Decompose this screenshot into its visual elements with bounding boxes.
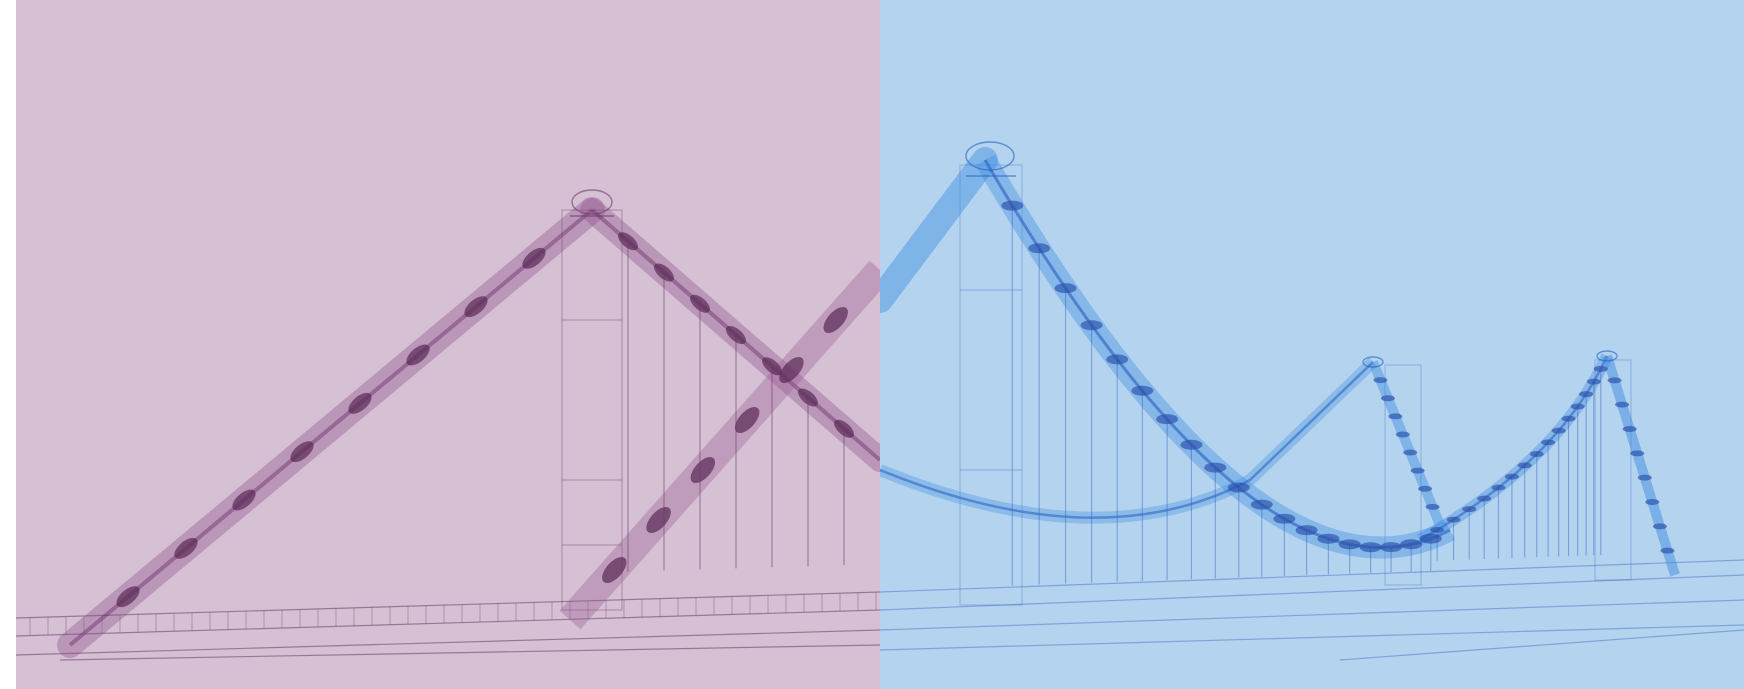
right-bridge	[880, 141, 1744, 661]
right-panel	[880, 0, 1744, 689]
left-bridge	[16, 189, 880, 661]
